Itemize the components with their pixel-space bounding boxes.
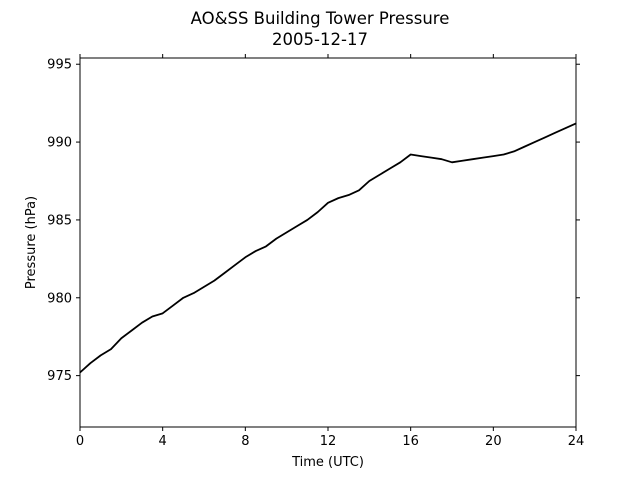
data-point — [193, 292, 195, 294]
data-point — [100, 354, 102, 356]
data-point — [430, 157, 432, 159]
data-point — [151, 315, 153, 318]
data-point — [482, 157, 484, 159]
data-point — [565, 127, 567, 129]
data-point — [255, 250, 257, 252]
data-point — [234, 264, 236, 266]
data-point — [120, 337, 122, 339]
y-tick-label: 990 — [47, 136, 72, 151]
plot-series — [79, 122, 577, 374]
y-tick-label: 985 — [47, 213, 72, 228]
data-point — [141, 322, 143, 324]
data-point — [337, 197, 339, 199]
data-point — [172, 304, 174, 307]
data-point — [358, 189, 360, 191]
axis-ticks: 0 4 8 12 16 20 24 975 980 985 990 995 — [47, 54, 584, 449]
chart-title: AO&SS Building Tower Pressure — [191, 9, 450, 28]
data-point — [162, 312, 164, 314]
data-point — [513, 150, 515, 153]
data-point — [182, 297, 184, 299]
data-point — [286, 231, 288, 233]
data-point — [451, 161, 453, 163]
x-tick-label: 12 — [320, 434, 337, 449]
x-tick-label: 8 — [241, 434, 249, 449]
data-point — [389, 167, 391, 170]
y-tick-label: 995 — [47, 58, 72, 73]
data-point — [523, 146, 525, 148]
data-point — [503, 153, 505, 156]
data-point — [399, 161, 401, 163]
x-tick-label: 16 — [402, 434, 419, 449]
data-point — [368, 180, 370, 182]
data-point — [110, 348, 112, 350]
x-tick-label: 0 — [76, 434, 84, 449]
data-point — [131, 329, 133, 332]
x-tick-label: 24 — [568, 434, 585, 449]
y-tick-label: 975 — [47, 369, 72, 384]
data-point — [420, 155, 422, 157]
data-point — [265, 245, 267, 247]
series-line — [79, 122, 577, 374]
data-point — [472, 158, 474, 160]
x-axis-label: Time (UTC) — [291, 455, 364, 470]
chart-subtitle: 2005-12-17 — [272, 30, 368, 49]
data-point — [89, 362, 91, 364]
plot-area-frame — [79, 57, 577, 428]
data-point — [244, 256, 246, 258]
data-point — [534, 141, 536, 143]
data-point — [379, 174, 381, 176]
data-point — [410, 153, 412, 156]
data-point — [317, 211, 319, 213]
y-axis-label: Pressure (hPa) — [24, 196, 39, 289]
data-point — [306, 219, 308, 221]
data-point — [461, 160, 463, 162]
data-point — [441, 158, 443, 160]
y-tick-label: 980 — [47, 291, 72, 306]
x-tick-label: 4 — [159, 434, 167, 449]
x-tick-label: 20 — [485, 434, 502, 449]
data-point — [492, 155, 494, 157]
data-point — [213, 280, 215, 282]
data-point — [224, 272, 226, 274]
data-point — [544, 136, 546, 139]
data-point — [348, 194, 350, 196]
data-point — [203, 286, 205, 288]
data-point — [275, 238, 277, 240]
data-point — [554, 132, 556, 134]
data-point — [327, 202, 329, 204]
data-point — [296, 225, 298, 227]
